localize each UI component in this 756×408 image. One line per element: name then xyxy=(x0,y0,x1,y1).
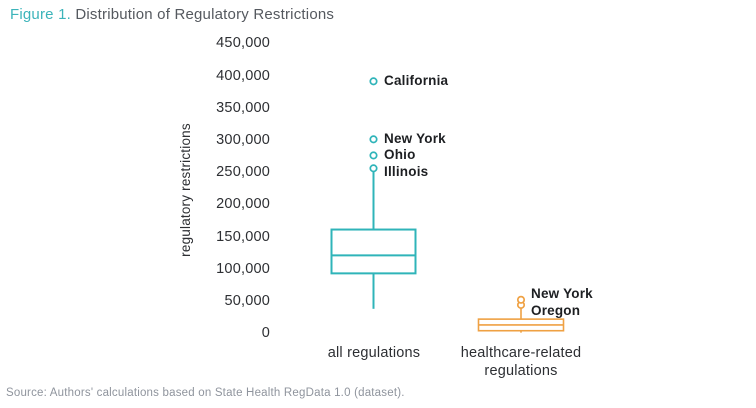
y-tick-label: 100,000 xyxy=(216,260,270,277)
boxplot-all-regulations xyxy=(330,77,417,309)
outlier-label-ohio: Ohio xyxy=(384,147,416,163)
x-axis-label-all-regulations: all regulations xyxy=(327,345,421,361)
y-tick-label: 300,000 xyxy=(216,131,270,148)
y-tick-label: 150,000 xyxy=(216,228,270,245)
y-tick-label: 200,000 xyxy=(216,196,270,213)
boxplot-healthcare-related-regulations xyxy=(477,295,565,333)
figure-title-text: Distribution of Regulatory Restrictions xyxy=(71,6,335,23)
figure-title: Figure 1. Distribution of Regulatory Res… xyxy=(10,6,334,23)
outlier-point-ohio xyxy=(369,151,378,160)
source-note: Source: Authors' calculations based on S… xyxy=(6,387,405,399)
x-axis-label-healthcare-regulations: healthcare-related regulations xyxy=(460,345,582,379)
outlier-point-california xyxy=(369,77,378,86)
y-tick-label: 400,000 xyxy=(216,67,270,84)
y-tick-label: 450,000 xyxy=(216,35,270,52)
outlier-label-new-york: New York xyxy=(384,131,446,147)
outlier-label-california: California xyxy=(384,73,449,89)
y-tick-label: 350,000 xyxy=(216,99,270,116)
outlier-point-illinois xyxy=(369,164,378,173)
figure-number: Figure 1. xyxy=(10,6,71,23)
outlier-label-new-york: New York xyxy=(531,285,593,301)
y-tick-label: 250,000 xyxy=(216,164,270,181)
outlier-point-new-york xyxy=(369,135,378,144)
iqr-box xyxy=(330,228,417,275)
outlier-label-illinois: Illinois xyxy=(384,164,429,180)
outlier-point-new-york xyxy=(516,295,526,304)
y-tick-label: 50,000 xyxy=(224,293,270,310)
y-tick-label: 0 xyxy=(261,325,270,342)
y-axis-title: regulatory restrictions xyxy=(178,123,193,257)
outlier-label-oregon: Oregon xyxy=(531,302,581,318)
